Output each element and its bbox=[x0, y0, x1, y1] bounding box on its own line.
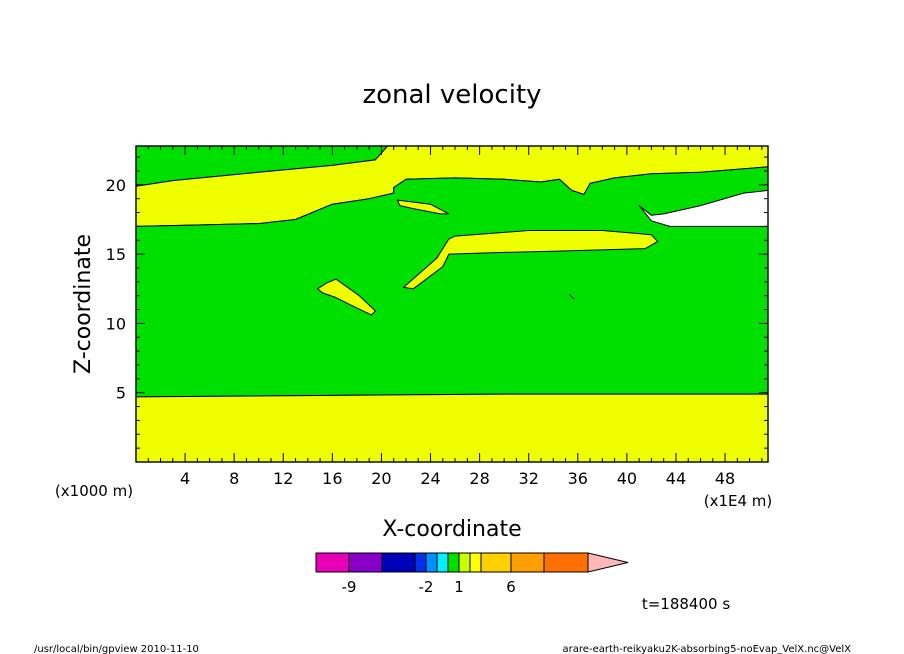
colorbar-label: -2 bbox=[419, 578, 434, 596]
colorbar-segment bbox=[458, 552, 471, 573]
colorbar-segment bbox=[447, 552, 460, 573]
colorbar-segment bbox=[315, 552, 350, 573]
colorbar-labels: -9 -2 1 6 bbox=[342, 578, 516, 596]
colorbar-label: 6 bbox=[506, 578, 516, 596]
x-tick-label: 16 bbox=[322, 469, 342, 488]
region-lower-green-band bbox=[135, 166, 769, 398]
time-label: t=188400 s bbox=[642, 595, 730, 613]
x-unit-right: (x1E4 m) bbox=[704, 492, 773, 510]
x-tick-label: 36 bbox=[568, 469, 588, 488]
region-bottom-yellow bbox=[135, 393, 769, 463]
colorbar-label: 1 bbox=[454, 578, 464, 596]
x-tick-label: 44 bbox=[666, 469, 686, 488]
x-tick-label: 48 bbox=[715, 469, 735, 488]
y-tick-label: 15 bbox=[106, 245, 126, 264]
x-tick-label: 8 bbox=[229, 469, 239, 488]
x-tick-label: 40 bbox=[617, 469, 637, 488]
chart-title: zonal velocity bbox=[362, 80, 541, 110]
colorbar-segment bbox=[381, 552, 416, 573]
x-tick-label: 20 bbox=[371, 469, 391, 488]
region-small-island bbox=[396, 199, 450, 215]
colorbar bbox=[315, 552, 629, 573]
y-tick-labels: 5 10 15 20 bbox=[106, 176, 126, 403]
colorbar-segment bbox=[510, 552, 545, 573]
x-tick-label: 28 bbox=[469, 469, 489, 488]
x-tick-label: 4 bbox=[180, 469, 190, 488]
contour-regions bbox=[135, 145, 769, 463]
x-axis-label: X-coordinate bbox=[382, 517, 521, 542]
x-tick-label: 32 bbox=[519, 469, 539, 488]
colorbar-arrow bbox=[587, 552, 629, 573]
y-tick-label: 5 bbox=[116, 384, 126, 403]
footer-right: arare-earth-reikyaku2K-absorbing5-noEvap… bbox=[563, 644, 852, 654]
region-left-island bbox=[317, 278, 376, 316]
x-tick-label: 12 bbox=[273, 469, 293, 488]
footer-left: /usr/local/bin/gpview 2010-11-10 bbox=[34, 644, 199, 654]
colorbar-segment bbox=[469, 552, 482, 573]
x-unit-left: (x1000 m) bbox=[55, 482, 133, 500]
colorbar-segment bbox=[543, 552, 589, 573]
colorbar-segment bbox=[425, 552, 438, 573]
contour-speck bbox=[568, 293, 575, 300]
colorbar-label: -9 bbox=[342, 578, 357, 596]
colorbar-segment bbox=[480, 552, 512, 573]
y-tick-label: 20 bbox=[106, 176, 126, 195]
x-tick-label: 24 bbox=[420, 469, 440, 488]
x-tick-labels: 4 8 12 16 20 24 28 32 36 40 44 48 bbox=[180, 469, 735, 488]
colorbar-segment bbox=[414, 552, 427, 573]
y-tick-label: 10 bbox=[106, 314, 126, 333]
region-long-island bbox=[403, 230, 659, 290]
y-axis-label: Z-coordinate bbox=[71, 234, 96, 374]
colorbar-segment bbox=[436, 552, 449, 573]
colorbar-segment bbox=[348, 552, 383, 573]
plot-frame bbox=[135, 145, 769, 463]
plot-area bbox=[135, 145, 769, 463]
axis-ticks bbox=[136, 146, 768, 462]
